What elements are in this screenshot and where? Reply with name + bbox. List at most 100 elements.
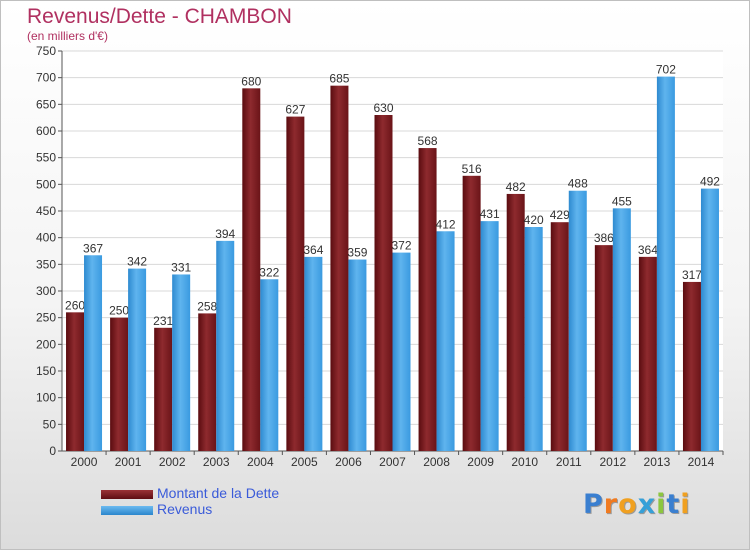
data-label-debt: 260 [65, 298, 85, 312]
logo-letter: o [618, 489, 638, 520]
bar-debt [550, 222, 569, 451]
x-tick-label: 2008 [423, 455, 450, 469]
bar-debt [594, 245, 613, 451]
x-tick-label: 2011 [556, 455, 582, 469]
data-label-debt: 317 [682, 268, 702, 282]
logo-letter: x [637, 489, 657, 520]
x-tick-label: 2007 [379, 455, 406, 469]
chart-subtitle: (en milliers d'€) [27, 29, 108, 43]
y-tick-label: 700 [36, 71, 56, 85]
bar-revenue [84, 255, 103, 451]
data-label-debt: 364 [638, 243, 658, 257]
bar-revenue [436, 231, 455, 451]
x-tick-label: 2001 [115, 455, 142, 469]
y-tick-label: 0 [49, 444, 56, 458]
legend-label-revenue: Revenus [157, 501, 213, 517]
logo-letter: P [583, 489, 604, 520]
bar-revenue [260, 279, 279, 451]
data-label-debt: 630 [373, 101, 393, 115]
data-label-revenue: 394 [215, 227, 235, 241]
y-tick-label: 300 [36, 284, 56, 298]
data-label-revenue: 431 [480, 207, 500, 221]
data-label-revenue: 342 [127, 255, 147, 269]
y-tick-label: 200 [36, 337, 56, 351]
bar-revenue [612, 208, 631, 451]
bar-revenue [700, 188, 719, 451]
bar-debt [638, 256, 657, 451]
chart-title: Revenus/Dette - CHAMBON [27, 5, 292, 28]
y-tick-label: 50 [43, 417, 57, 431]
data-label-debt: 386 [594, 231, 614, 245]
y-tick-label: 600 [36, 124, 56, 138]
y-tick-label: 150 [36, 364, 56, 378]
data-label-debt: 568 [418, 134, 438, 148]
bar-debt [462, 175, 481, 452]
logo-letter: t [666, 489, 681, 520]
data-label-debt: 680 [241, 74, 261, 88]
bar-revenue [480, 221, 499, 451]
legend-swatch-debt [101, 490, 153, 499]
data-label-revenue: 412 [436, 217, 456, 231]
legend-swatch-revenue [101, 506, 153, 515]
bar-debt [154, 327, 173, 451]
y-tick-label: 650 [36, 97, 56, 111]
y-tick-label: 550 [36, 151, 56, 165]
data-label-debt: 258 [197, 299, 217, 313]
bar-revenue [216, 240, 235, 451]
data-label-revenue: 322 [259, 265, 279, 279]
bar-debt [330, 85, 349, 452]
y-tick-label: 100 [36, 391, 56, 405]
y-tick-label: 250 [36, 311, 56, 325]
y-tick-label: 350 [36, 257, 56, 271]
bar-debt [374, 115, 393, 451]
bar-revenue [348, 259, 367, 451]
logo-letter: r [603, 489, 619, 520]
x-tick-label: 2009 [467, 455, 494, 469]
data-label-revenue: 359 [347, 246, 367, 260]
bar-debt [242, 88, 261, 451]
x-tick-label: 2003 [203, 455, 230, 469]
data-label-revenue: 702 [656, 63, 676, 77]
proxiti-logo: Proxiti [583, 489, 691, 520]
x-tick-label: 2002 [159, 455, 186, 469]
x-tick-label: 2012 [599, 455, 626, 469]
data-label-debt: 627 [285, 103, 305, 117]
data-label-debt: 685 [329, 72, 349, 86]
x-tick-label: 2004 [247, 455, 274, 469]
bar-debt [286, 116, 305, 451]
data-label-debt: 231 [153, 314, 173, 328]
bar-debt [506, 193, 525, 451]
y-tick-label: 750 [36, 44, 56, 58]
data-label-revenue: 372 [391, 239, 411, 253]
legend-label-debt: Montant de la Dette [157, 485, 280, 501]
data-label-debt: 250 [109, 304, 129, 318]
y-tick-label: 500 [36, 177, 56, 191]
bar-debt [198, 313, 217, 451]
logo-letter: i [680, 489, 691, 520]
bar-revenue [568, 190, 587, 451]
x-tick-label: 2005 [291, 455, 318, 469]
data-label-revenue: 367 [83, 241, 103, 255]
bar-debt [110, 317, 129, 451]
bar-revenue [524, 227, 543, 451]
bar-revenue [128, 268, 147, 451]
x-tick-label: 2013 [644, 455, 671, 469]
data-label-debt: 516 [462, 162, 482, 176]
data-label-revenue: 488 [568, 177, 588, 191]
bar-debt [682, 281, 701, 451]
bar-debt [66, 312, 85, 451]
data-label-debt: 429 [550, 208, 570, 222]
bar-debt [418, 148, 437, 452]
data-label-revenue: 420 [524, 213, 544, 227]
x-tick-label: 2014 [688, 455, 715, 469]
bar-revenue [304, 256, 323, 451]
logo-letter: i [656, 489, 667, 520]
data-label-revenue: 364 [303, 243, 323, 257]
data-label-debt: 482 [506, 180, 526, 194]
data-label-revenue: 331 [171, 260, 191, 274]
bar-revenue [656, 76, 675, 451]
bar-revenue [172, 274, 191, 451]
bar-revenue [392, 252, 411, 451]
